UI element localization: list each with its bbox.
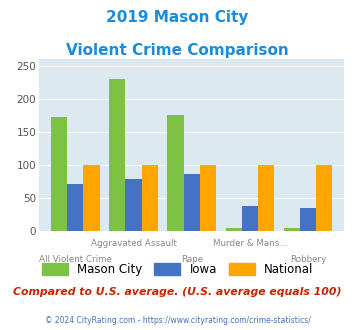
Text: All Violent Crime: All Violent Crime (39, 255, 112, 264)
Bar (284, 228, 300, 231)
Text: Robbery: Robbery (290, 255, 326, 264)
Bar (316, 165, 332, 231)
Bar (109, 79, 125, 231)
Text: Violent Crime Comparison: Violent Crime Comparison (66, 43, 289, 58)
Text: Murder & Mans...: Murder & Mans... (213, 239, 287, 248)
Text: 2019 Mason City: 2019 Mason City (106, 10, 249, 25)
Bar (184, 174, 200, 231)
Bar (168, 115, 184, 231)
Bar (125, 179, 142, 231)
Text: Rape: Rape (181, 255, 203, 264)
Bar (67, 184, 83, 231)
Text: © 2024 CityRating.com - https://www.cityrating.com/crime-statistics/: © 2024 CityRating.com - https://www.city… (45, 316, 310, 325)
Bar (226, 228, 242, 231)
Text: Aggravated Assault: Aggravated Assault (91, 239, 176, 248)
Text: Compared to U.S. average. (U.S. average equals 100): Compared to U.S. average. (U.S. average … (13, 287, 342, 297)
Bar (200, 165, 216, 231)
Bar (300, 208, 316, 231)
Bar (83, 165, 100, 231)
Bar (51, 117, 67, 231)
Bar (142, 165, 158, 231)
Bar (242, 206, 258, 231)
Bar (258, 165, 274, 231)
Legend: Mason City, Iowa, National: Mason City, Iowa, National (37, 258, 318, 281)
